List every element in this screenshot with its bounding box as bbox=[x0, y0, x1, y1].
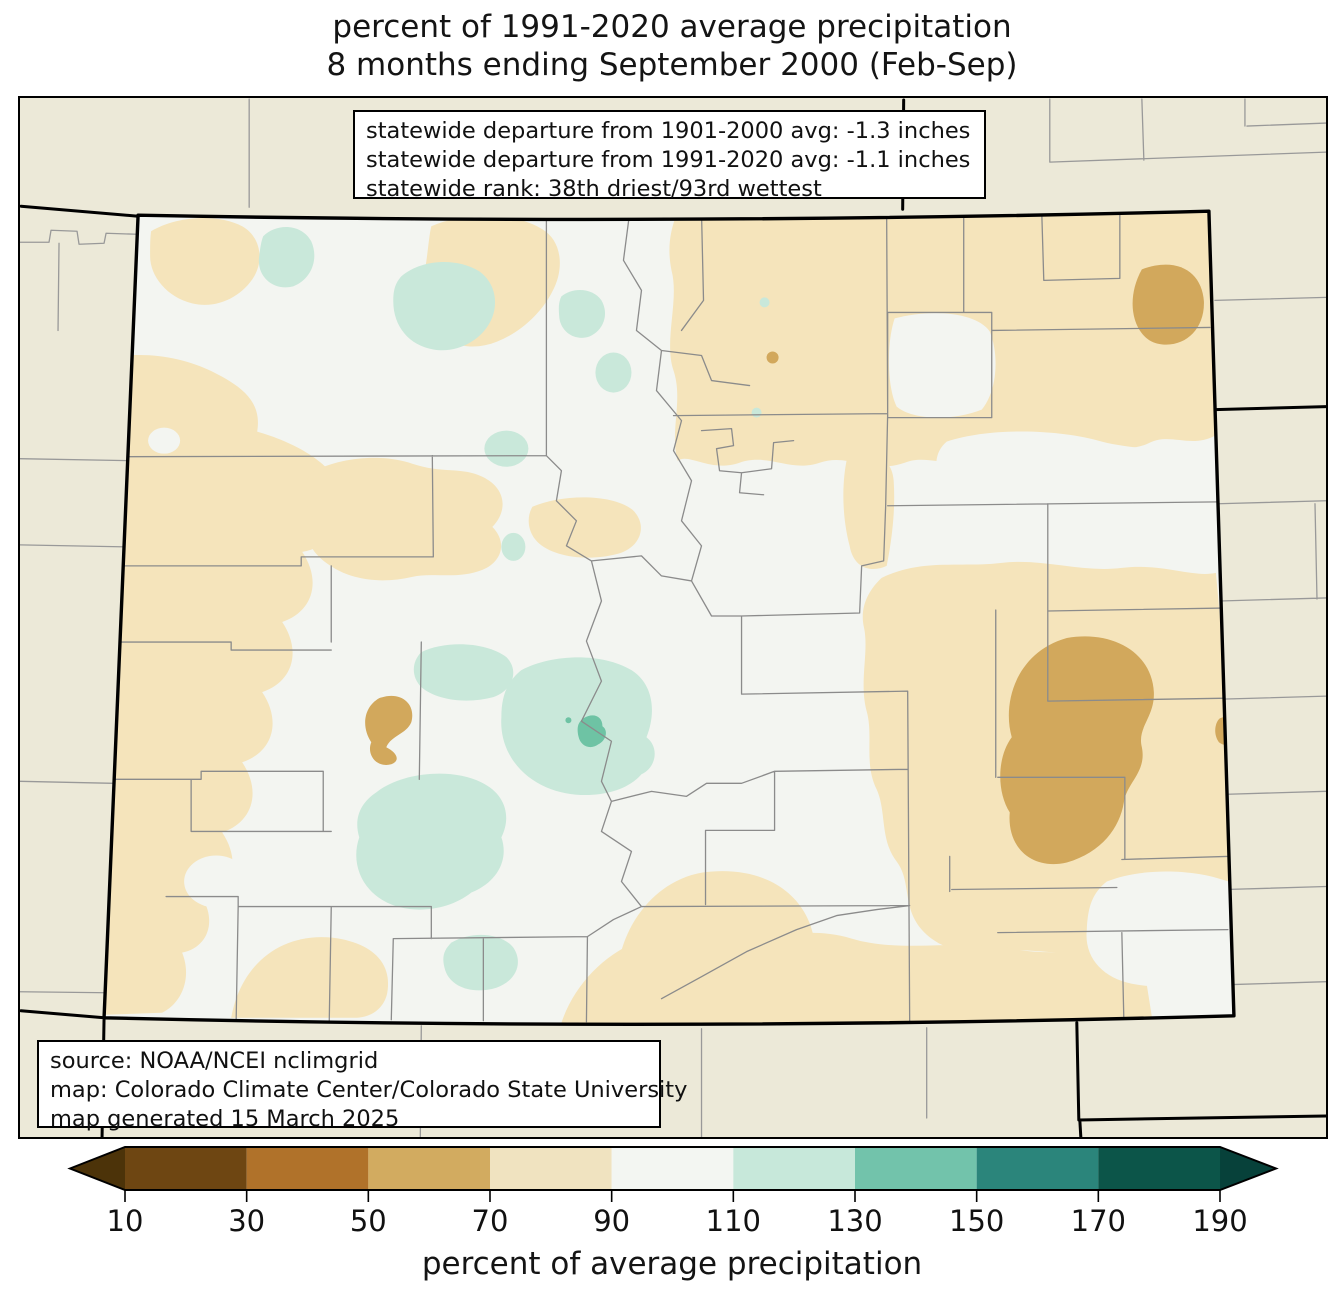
stats-line-3: statewide rank: 38th driest/93rd wettest bbox=[366, 176, 822, 202]
source-line-1: source: NOAA/NCEI nclimgrid bbox=[50, 1048, 379, 1074]
colorbar-tick-label: 190 bbox=[1192, 1204, 1248, 1238]
colorbar-under-arrow bbox=[70, 1147, 125, 1190]
colorbar-segment bbox=[733, 1147, 856, 1190]
chart-title: percent of 1991-2020 average precipitati… bbox=[0, 8, 1344, 84]
colorbar-over-arrow bbox=[1220, 1147, 1276, 1190]
colorado-precipitation-map bbox=[20, 98, 1326, 1137]
colorbar-segment bbox=[246, 1147, 369, 1190]
stats-line-2: statewide departure from 1991-2020 avg: … bbox=[366, 147, 971, 173]
precip-region-90-110-holes bbox=[148, 313, 1233, 987]
colorado-state-border bbox=[102, 209, 1236, 1027]
colorbar bbox=[67, 1146, 1279, 1202]
precipitation-shading bbox=[105, 212, 1234, 1025]
colorbar-tick-label: 30 bbox=[228, 1204, 266, 1238]
stats-line-1: statewide departure from 1901-2000 avg: … bbox=[366, 118, 971, 144]
precip-region-50-70 bbox=[365, 264, 1234, 865]
source-line-3: map generated 15 March 2025 bbox=[50, 1106, 400, 1132]
colorbar-segment bbox=[368, 1147, 491, 1190]
precip-region-110-130 bbox=[258, 227, 770, 991]
colorbar-tick-label: 90 bbox=[593, 1204, 631, 1238]
colorbar-segment bbox=[611, 1147, 734, 1190]
colorbar-tick-label: 130 bbox=[827, 1204, 883, 1238]
colorbar-segment bbox=[976, 1147, 1099, 1190]
source-attribution-box: source: NOAA/NCEI nclimgrid map: Colorad… bbox=[37, 1040, 688, 1132]
colorbar-segment bbox=[1098, 1147, 1221, 1190]
colorbar-segment bbox=[855, 1147, 977, 1190]
title-line-1: percent of 1991-2020 average precipitati… bbox=[332, 9, 1012, 45]
title-line-2: 8 months ending September 2000 (Feb-Sep) bbox=[326, 47, 1018, 83]
colorbar-tick-label: 110 bbox=[705, 1204, 761, 1238]
colorbar-segment bbox=[490, 1147, 612, 1190]
statewide-stats-box: statewide departure from 1901-2000 avg: … bbox=[353, 110, 986, 202]
colorbar-ticks bbox=[124, 1190, 1221, 1202]
source-line-2: map: Colorado Climate Center/Colorado St… bbox=[50, 1077, 688, 1103]
colorbar-tick-label: 70 bbox=[471, 1204, 509, 1238]
colorbar-axis-label: percent of average precipitation bbox=[421, 1246, 923, 1282]
colorbar-segment bbox=[125, 1147, 247, 1190]
colorado-county-borders bbox=[108, 212, 1229, 1023]
colorbar-tick-label: 10 bbox=[106, 1204, 144, 1238]
colorbar-tick-label: 50 bbox=[349, 1204, 387, 1238]
map-frame bbox=[18, 96, 1328, 1139]
colorbar-tick-label: 150 bbox=[949, 1204, 1005, 1238]
colorbar-tick-label: 170 bbox=[1070, 1204, 1126, 1238]
